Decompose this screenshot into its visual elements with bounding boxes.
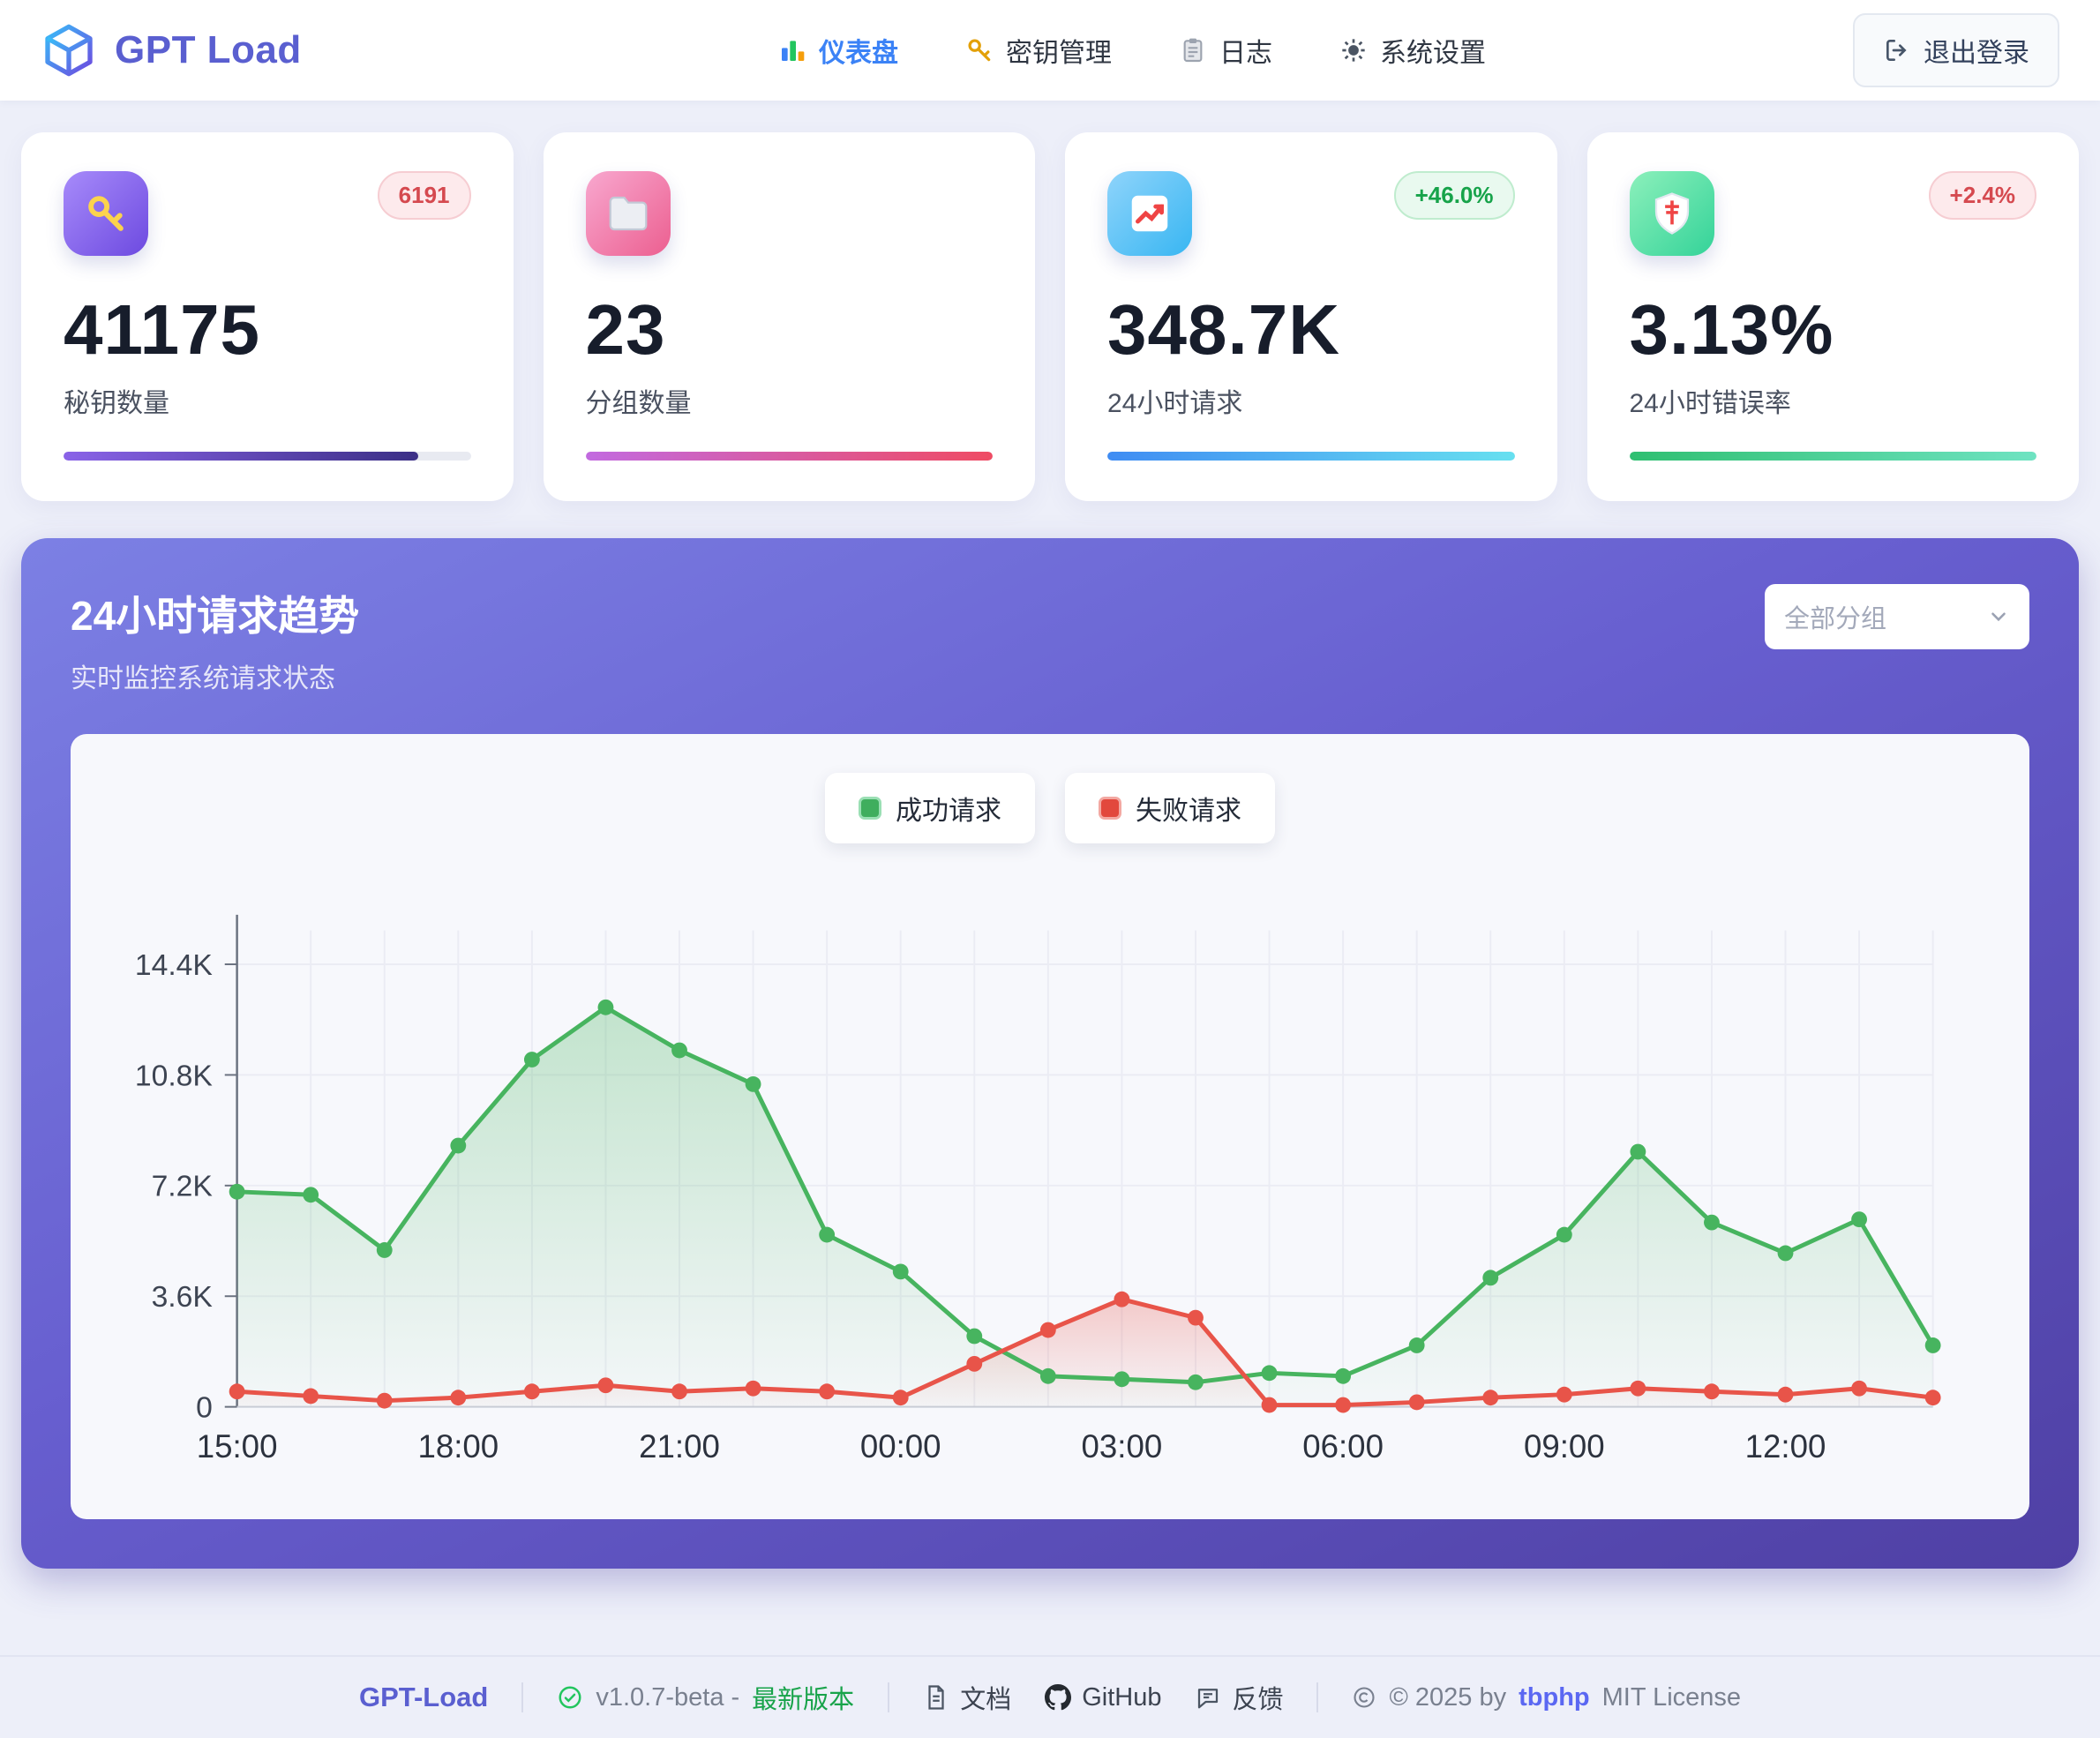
nav-label-settings: 系统设置 bbox=[1380, 39, 1486, 68]
svg-text:12:00: 12:00 bbox=[1745, 1428, 1826, 1465]
requests-count-value: 348.7K bbox=[1107, 290, 1340, 369]
legend-success[interactable]: 成功请求 bbox=[825, 773, 1035, 843]
gear-icon bbox=[1342, 39, 1365, 62]
stat-card-requests: +46.0% 348.7K 24小时请求 bbox=[1065, 132, 1557, 501]
nav-label-logs: 日志 bbox=[1219, 39, 1272, 68]
footer-divider bbox=[521, 1682, 524, 1712]
svg-text:00:00: 00:00 bbox=[860, 1428, 941, 1465]
trend-panel: 24小时请求趋势 实时监控系统请求状态 全部分组 成功请求 失败请求 bbox=[21, 538, 2079, 1569]
error-rate-badge: +2.4% bbox=[1928, 171, 2036, 220]
svg-text:09:00: 09:00 bbox=[1524, 1428, 1605, 1465]
keys-count-label: 秘钥数量 bbox=[64, 389, 169, 418]
error-rate-value: 3.13% bbox=[1629, 290, 1834, 369]
chart-legend: 成功请求 失败请求 bbox=[106, 773, 1994, 843]
copyright-prefix: © 2025 by bbox=[1389, 1682, 1507, 1712]
svg-text:3.6K: 3.6K bbox=[152, 1281, 214, 1314]
brand[interactable]: GPT Load bbox=[41, 22, 411, 79]
keys-badge: 6191 bbox=[377, 171, 471, 220]
legend-fail[interactable]: 失败请求 bbox=[1065, 773, 1275, 843]
feedback-link[interactable]: 反馈 bbox=[1195, 1679, 1283, 1716]
nav-item-logs[interactable]: 日志 bbox=[1179, 31, 1272, 70]
folder-icon bbox=[585, 171, 671, 256]
main-nav: 仪表盘 密钥管理 日志 系统 bbox=[411, 31, 1853, 70]
success-swatch bbox=[859, 797, 881, 820]
footer-brand: GPT-Load bbox=[358, 1682, 489, 1712]
groups-progress-bar bbox=[585, 452, 993, 461]
svg-text:7.2K: 7.2K bbox=[152, 1171, 214, 1203]
logs-icon bbox=[1183, 38, 1203, 63]
panel-title: 24小时请求趋势 bbox=[71, 593, 360, 639]
groups-count-value: 23 bbox=[585, 290, 666, 369]
nav-label-dashboard: 仪表盘 bbox=[819, 39, 898, 68]
trend-chart-icon bbox=[1107, 171, 1192, 256]
version-info: v1.0.7-beta - 最新版本 bbox=[557, 1679, 854, 1716]
svg-text:06:00: 06:00 bbox=[1302, 1428, 1384, 1465]
panel-heading: 24小时请求趋势 实时监控系统请求状态 bbox=[71, 584, 359, 695]
nav-item-settings[interactable]: 系统设置 bbox=[1339, 31, 1486, 70]
requests-count-label: 24小时请求 bbox=[1107, 389, 1243, 418]
error-rate-progress-bar bbox=[1629, 452, 2036, 461]
stat-card-groups: 23 分组数量 bbox=[543, 132, 1035, 501]
header: GPT Load 仪表盘 密钥管理 bbox=[0, 0, 2100, 101]
panel-subtitle: 实时监控系统请求状态 bbox=[71, 664, 335, 693]
logout-button[interactable]: 退出登录 bbox=[1853, 13, 2059, 87]
trend-line-chart: 0 3.6K 7.2K 10.8K 14.4K 15:00 18:00 21:00 00:00 0… bbox=[106, 875, 1994, 1493]
footer: GPT-Load v1.0.7-beta - 最新版本 文档 GitHub bbox=[0, 1655, 2100, 1738]
copyright-icon bbox=[1354, 1687, 1376, 1708]
github-label: GitHub bbox=[1082, 1682, 1162, 1712]
stat-card-error-rate: +2.4% 3.13% 24小时错误率 bbox=[1586, 132, 2079, 501]
svg-text:10.8K: 10.8K bbox=[135, 1060, 214, 1092]
author-link[interactable]: tbphp bbox=[1519, 1682, 1590, 1712]
stat-card-keys: 6191 41175 秘钥数量 bbox=[21, 132, 514, 501]
docs-link[interactable]: 文档 bbox=[923, 1679, 1011, 1716]
check-circle-icon bbox=[559, 1686, 581, 1709]
svg-text:21:00: 21:00 bbox=[639, 1428, 720, 1465]
dashboard-icon bbox=[782, 41, 805, 61]
footer-divider bbox=[888, 1682, 890, 1712]
chart-card: 成功请求 失败请求 0 3.6K 7.2K 10.8K 14.4K 15:00 18:00 2… bbox=[71, 734, 2029, 1519]
groups-count-label: 分组数量 bbox=[585, 389, 692, 418]
copyright: © 2025 by tbphp MIT License bbox=[1352, 1683, 1741, 1712]
github-link[interactable]: GitHub bbox=[1045, 1683, 1161, 1712]
chevron-down-icon bbox=[1991, 612, 2006, 622]
group-filter-value: 全部分组 bbox=[1784, 605, 1887, 633]
feedback-icon bbox=[1198, 1689, 1219, 1709]
stats-row: 6191 41175 秘钥数量 23 分组数量 bbox=[0, 101, 2100, 510]
keys-progress-bar bbox=[64, 452, 471, 461]
nav-item-dashboard[interactable]: 仪表盘 bbox=[778, 31, 898, 70]
legend-success-label: 成功请求 bbox=[896, 797, 1001, 826]
latest-version-link[interactable]: 最新版本 bbox=[752, 1686, 855, 1714]
footer-divider bbox=[1316, 1682, 1319, 1712]
github-icon bbox=[1045, 1684, 1072, 1711]
brand-title: GPT Load bbox=[115, 28, 302, 71]
group-filter-select[interactable]: 全部分组 bbox=[1765, 584, 2029, 649]
fail-swatch bbox=[1099, 797, 1121, 820]
svg-text:18:00: 18:00 bbox=[417, 1428, 499, 1465]
feedback-label: 反馈 bbox=[1232, 1686, 1284, 1714]
license-text: MIT License bbox=[1601, 1682, 1742, 1712]
key-icon bbox=[968, 39, 991, 62]
brand-logo-icon bbox=[45, 24, 93, 77]
svg-text:15:00: 15:00 bbox=[197, 1428, 278, 1465]
requests-progress-bar bbox=[1107, 452, 1515, 461]
svg-text:0: 0 bbox=[196, 1392, 213, 1425]
logout-icon bbox=[1886, 40, 1907, 61]
nav-item-keys[interactable]: 密钥管理 bbox=[965, 31, 1112, 70]
document-icon bbox=[928, 1685, 944, 1710]
svg-text:03:00: 03:00 bbox=[1082, 1428, 1163, 1465]
logout-label: 退出登录 bbox=[1924, 39, 2029, 68]
svg-text:14.4K: 14.4K bbox=[135, 949, 214, 982]
version-text: v1.0.7-beta - bbox=[596, 1682, 740, 1712]
error-rate-label: 24小时错误率 bbox=[1629, 389, 1791, 418]
nav-label-keys: 密钥管理 bbox=[1006, 39, 1112, 68]
keys-count-value: 41175 bbox=[64, 290, 261, 369]
legend-fail-label: 失败请求 bbox=[1136, 797, 1241, 826]
key-icon bbox=[64, 171, 148, 256]
docs-label: 文档 bbox=[960, 1686, 1012, 1714]
requests-badge: +46.0% bbox=[1393, 171, 1515, 220]
shield-icon bbox=[1629, 171, 1714, 256]
